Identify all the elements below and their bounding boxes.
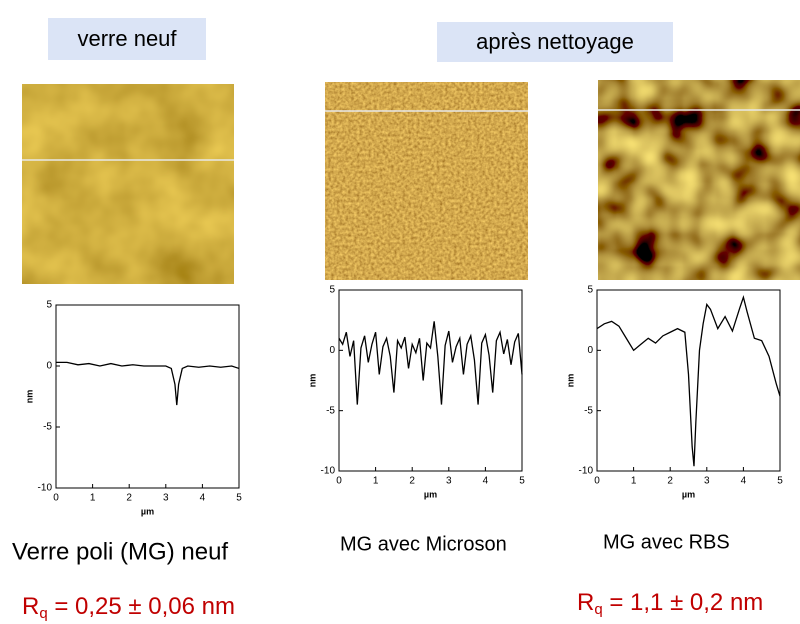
roughness: Rq = 1,1 ± 0,2 nm — [577, 589, 763, 618]
afm-image — [325, 82, 528, 280]
x-tick-label: 3 — [446, 476, 452, 487]
x-axis-label: µm — [141, 506, 154, 516]
caption: Verre poli (MG) neuf — [12, 538, 228, 565]
x-tick-label: 5 — [519, 476, 525, 487]
caption: MG avec RBS — [603, 531, 730, 553]
y-tick-label: 0 — [329, 345, 335, 356]
x-tick-label: 2 — [667, 476, 673, 487]
y-axis-label: nm — [24, 390, 34, 404]
value: = 0,25 ± 0,06 nm — [48, 593, 235, 620]
profile — [596, 294, 781, 467]
y-tick-label: -10 — [579, 466, 594, 477]
subscript: q — [594, 601, 602, 618]
plot-frame — [338, 289, 523, 472]
y-tick-label: -10 — [321, 466, 336, 477]
caption: MG avec Microson — [340, 533, 507, 555]
label: après nettoyage — [476, 29, 634, 54]
y-tick-label: 0 — [587, 345, 593, 356]
x-tick-label: 4 — [483, 476, 489, 487]
x-tick-label: 0 — [594, 476, 600, 487]
profile — [56, 361, 240, 406]
y-axis-label: nm — [307, 374, 317, 388]
x-tick-label: 1 — [631, 476, 637, 487]
x-tick-label: 0 — [336, 476, 342, 487]
subscript: q — [39, 605, 47, 622]
symbol: R — [22, 593, 39, 620]
y-tick-label: 5 — [587, 285, 593, 296]
y-tick-label: 5 — [329, 285, 335, 296]
x-tick-label: 4 — [741, 476, 747, 487]
x-tick-label: 1 — [90, 493, 96, 504]
y-tick-label: -5 — [584, 405, 593, 416]
afm-image — [598, 80, 800, 280]
x-axis-label: µm — [682, 489, 695, 499]
x-tick-label: 1 — [373, 476, 379, 487]
x-tick-label: 3 — [163, 493, 169, 504]
y-tick-label: -5 — [43, 422, 52, 433]
x-tick-label: 5 — [236, 493, 242, 504]
value: = 1,1 ± 0,2 nm — [603, 589, 764, 616]
x-tick-label: 5 — [777, 476, 783, 487]
label: verre neuf — [77, 26, 177, 51]
plot-frame — [55, 304, 240, 489]
x-tick-label: 0 — [53, 493, 59, 504]
roughness: Rq = 0,25 ± 0,06 nm — [22, 593, 235, 622]
x-tick-label: 3 — [704, 476, 710, 487]
afm-image — [22, 84, 234, 284]
y-tick-label: -10 — [38, 483, 53, 494]
symbol: R — [577, 589, 594, 616]
label-box — [437, 22, 673, 62]
y-tick-label: 0 — [46, 361, 52, 372]
profile — [338, 321, 523, 405]
x-tick-label: 4 — [200, 493, 206, 504]
x-tick-label: 2 — [409, 476, 415, 487]
y-tick-label: -5 — [326, 405, 335, 416]
x-tick-label: 2 — [126, 493, 132, 504]
y-tick-label: 5 — [46, 300, 52, 311]
x-axis-label: µm — [424, 489, 437, 499]
label-box — [48, 18, 206, 60]
y-axis-label: nm — [565, 374, 575, 388]
